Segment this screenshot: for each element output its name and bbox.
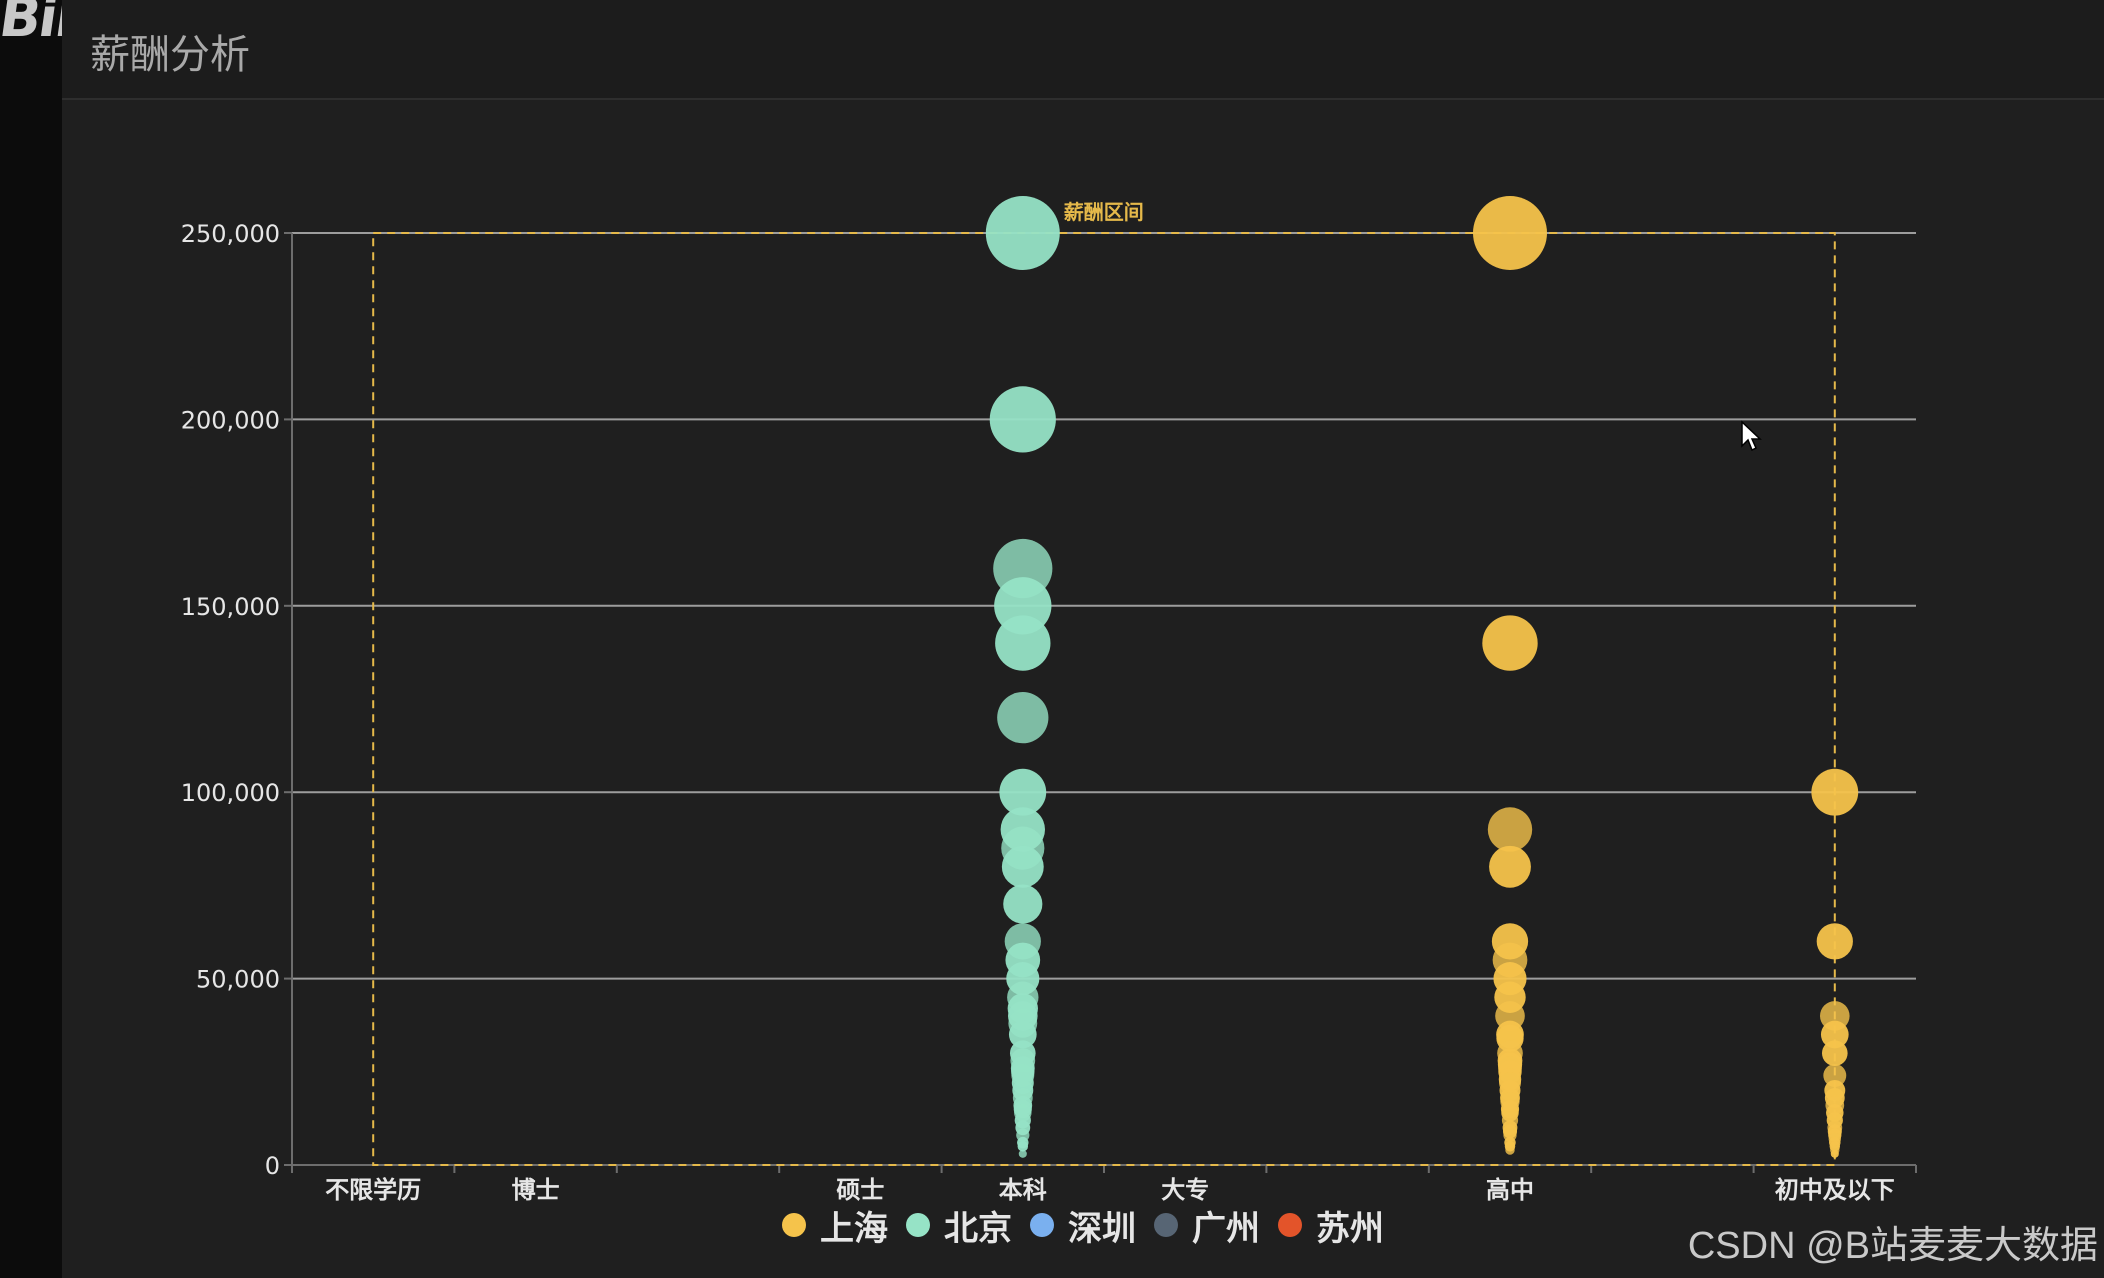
data-point [995, 615, 1051, 671]
grid-layer [292, 232, 1916, 1166]
mark-area-rect [372, 232, 1836, 1166]
data-point [1816, 923, 1853, 960]
data-point [1008, 1020, 1037, 1049]
chart-panel [62, 0, 2104, 1278]
point-layer [985, 196, 1859, 1158]
data-point [1003, 884, 1043, 924]
x-tick-label: 不限学历 [325, 1176, 421, 1204]
legend-item-shanghai[interactable]: 上海 [782, 1201, 888, 1250]
data-point [1017, 1141, 1029, 1152]
legend-label: 北京 [944, 1208, 1012, 1249]
data-point [1001, 845, 1044, 888]
data-point [989, 386, 1056, 453]
y-tick-label: 0 [265, 1152, 280, 1180]
mark-area-label: 薪酬区间 [1064, 200, 1144, 224]
legend-label: 苏州 [1316, 1208, 1384, 1249]
data-point [997, 692, 1049, 744]
legend-label: 深圳 [1068, 1208, 1136, 1249]
data-point [1489, 845, 1531, 888]
data-point [1820, 1020, 1849, 1049]
legend-item-guangzhou[interactable]: 广州 [1154, 1201, 1260, 1250]
data-point [985, 196, 1060, 270]
data-point [1830, 1149, 1839, 1158]
x-tick-label: 初中及以下 [1775, 1176, 1895, 1204]
y-tick-label: 200,000 [181, 406, 280, 434]
header-bar [62, 0, 2104, 100]
x-tick-label: 本科 [999, 1176, 1047, 1204]
legend-item-suzhou[interactable]: 苏州 [1278, 1201, 1384, 1250]
data-point [1821, 1040, 1848, 1066]
data-point [1482, 615, 1538, 671]
x-tick-label: 博士 [512, 1176, 560, 1204]
data-point [1487, 807, 1533, 852]
data-point [1018, 1149, 1027, 1158]
data-point [1473, 196, 1547, 270]
data-point [1811, 768, 1859, 816]
y-tick-label: 150,000 [181, 593, 280, 621]
x-tick-label: 高中 [1486, 1176, 1534, 1204]
watermark: CSDN @B站麦麦大数据 [1687, 1225, 2098, 1267]
data-point [1505, 1145, 1515, 1155]
mouse-cursor-icon [1741, 420, 1762, 452]
x-tick-label: 大专 [1161, 1176, 1209, 1204]
left-dark-strip: Bili [0, 0, 93, 1278]
legend-label: 上海 [820, 1208, 888, 1249]
x-tick-label: 硕士 [836, 1176, 884, 1204]
legend-label: 广州 [1192, 1208, 1260, 1249]
legend-dot-icon [1278, 1213, 1302, 1237]
legend-dot-icon [1030, 1213, 1054, 1237]
legend-item-shenzhen[interactable]: 深圳 [1030, 1201, 1136, 1250]
y-tick-label: 250,000 [181, 220, 280, 248]
legend-dot-icon [1154, 1213, 1178, 1237]
legend-item-beijing[interactable]: 北京 [906, 1201, 1012, 1250]
legend-dot-icon [906, 1213, 930, 1237]
mark-area: 薪酬区间 [372, 200, 1836, 1166]
data-point [999, 768, 1047, 816]
data-point [1823, 1064, 1847, 1087]
axis-layer: 0 50,000 100,000 150,000 200,000 250,000 不限学历 博… [181, 220, 1917, 1204]
legend-dot-icon [782, 1213, 806, 1237]
y-tick-label: 100,000 [181, 779, 280, 807]
legend: 上海 北京 深圳 广州 苏州 [782, 1200, 1384, 1250]
y-tick-label: 50,000 [196, 966, 280, 994]
page-title: 薪酬分析 [90, 32, 250, 78]
